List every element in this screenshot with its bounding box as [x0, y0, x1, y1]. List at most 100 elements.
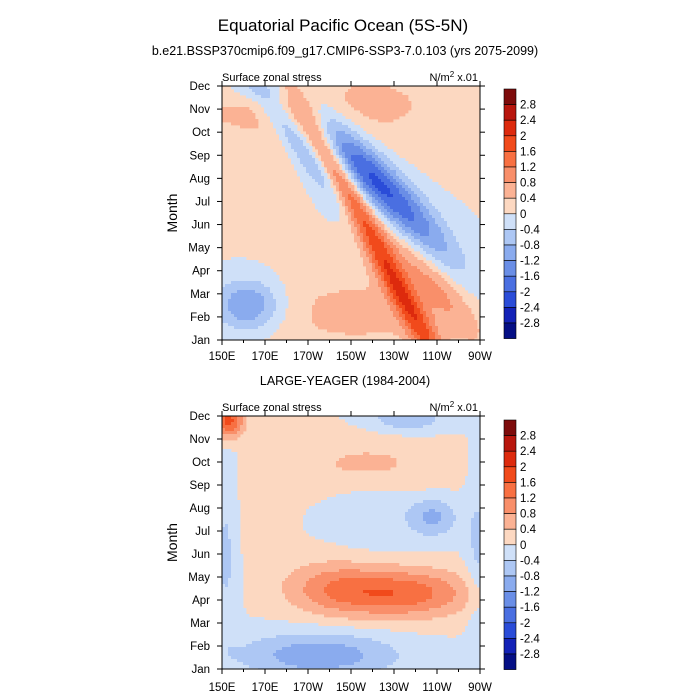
contour-cell	[309, 149, 313, 153]
contour-cell	[420, 197, 430, 201]
contour-cell	[405, 305, 415, 309]
contour-cell	[438, 521, 454, 525]
contour-cell	[348, 197, 355, 201]
contour-cell	[252, 98, 280, 102]
contour-cell	[291, 572, 322, 576]
contour-cell	[339, 158, 343, 162]
contour-cell	[468, 467, 480, 471]
contour-cell	[294, 113, 313, 117]
contour-cell	[372, 182, 385, 186]
contour-cell	[411, 179, 433, 183]
contour-cell	[300, 137, 307, 141]
contour-cell	[387, 170, 397, 174]
contour-cell	[414, 191, 424, 195]
colorbar-box	[503, 513, 517, 530]
contour-cell	[237, 422, 244, 426]
contour-cell	[375, 221, 382, 225]
contour-cell	[225, 419, 235, 423]
contour-cell	[291, 146, 307, 150]
contour-cell	[387, 269, 394, 273]
contour-cell	[414, 311, 421, 315]
contour-cell	[288, 140, 304, 144]
contour-cell	[285, 146, 292, 150]
contour-cell	[399, 311, 403, 315]
contour-cell	[441, 215, 478, 219]
contour-cell	[243, 419, 247, 423]
contour-cell	[390, 191, 400, 195]
contour-cell	[330, 176, 337, 180]
y-tick-label: Jan	[191, 664, 210, 676]
contour-cell	[354, 176, 358, 180]
figure-title: Equatorial Pacific Ocean (5S-5N)	[218, 16, 468, 35]
contour-cell	[354, 143, 364, 147]
contour-cell	[369, 215, 373, 219]
contour-cell	[405, 182, 415, 186]
contour-cell	[258, 326, 280, 330]
contour-cell	[222, 491, 238, 495]
contour-cell	[249, 86, 268, 90]
contour-cell	[378, 209, 382, 213]
contour-cell	[390, 158, 406, 162]
contour-cell	[318, 602, 352, 606]
contour-cell	[381, 290, 388, 294]
contour-cell	[222, 539, 232, 543]
contour-cell	[222, 299, 229, 303]
contour-cell	[345, 155, 352, 159]
contour-cell	[342, 149, 364, 153]
contour-cell	[450, 227, 480, 231]
contour-cell	[336, 542, 472, 546]
contour-cell	[351, 176, 355, 180]
colorbar-box	[503, 213, 517, 230]
y-tick-label: Aug	[190, 173, 210, 185]
contour-cell	[378, 230, 385, 234]
contour-cell	[228, 647, 283, 651]
contour-cell	[324, 179, 331, 183]
y-tick-label: Sep	[190, 480, 210, 492]
contour-cell	[429, 338, 436, 340]
contour-cell	[357, 647, 394, 651]
contour-cell	[285, 86, 298, 90]
contour-cell	[354, 215, 370, 219]
contour-cell	[222, 455, 238, 459]
contour-cell	[387, 224, 394, 228]
y-tick-label: Dec	[190, 81, 211, 93]
contour-cell	[405, 278, 412, 282]
contour-cell	[429, 227, 442, 231]
contour-cell	[399, 218, 409, 222]
contour-cell	[384, 173, 391, 177]
contour-cell	[291, 110, 313, 114]
contour-cell	[435, 335, 442, 339]
contour-cell	[306, 530, 418, 534]
contour-cell	[264, 323, 280, 327]
contour-cell	[384, 200, 409, 204]
contour-cell	[408, 203, 418, 207]
contour-cell	[327, 122, 343, 126]
contour-cell	[366, 146, 376, 150]
x-tick-label: 170E	[252, 682, 279, 694]
contour-cell	[306, 170, 322, 174]
contour-cell	[471, 542, 480, 546]
contour-cell	[366, 254, 373, 258]
contour-cell	[348, 161, 355, 165]
contour-cell	[222, 476, 238, 480]
contour-cell	[357, 173, 361, 177]
contour-cell	[402, 266, 418, 270]
x-tick-label: 150E	[209, 351, 236, 363]
contour-cell	[426, 251, 463, 255]
contour-cell	[474, 578, 480, 582]
contour-cell	[363, 179, 373, 183]
contour-cell	[321, 572, 409, 576]
contour-cell	[258, 101, 280, 105]
contour-cell	[363, 656, 400, 660]
contour-cell	[285, 134, 298, 138]
chart-panel-2: LARGE-YEAGER (1984-2004) Surface zonal st…	[164, 374, 540, 694]
contour-cell	[402, 281, 406, 285]
contour-cell	[375, 257, 394, 261]
contour-cell	[222, 569, 232, 573]
contour-cell	[381, 170, 388, 174]
contour-cell	[444, 290, 457, 294]
contour-cell	[315, 323, 400, 327]
contour-cell	[369, 281, 379, 285]
contour-cell	[384, 230, 388, 234]
contour-cell	[477, 608, 480, 612]
